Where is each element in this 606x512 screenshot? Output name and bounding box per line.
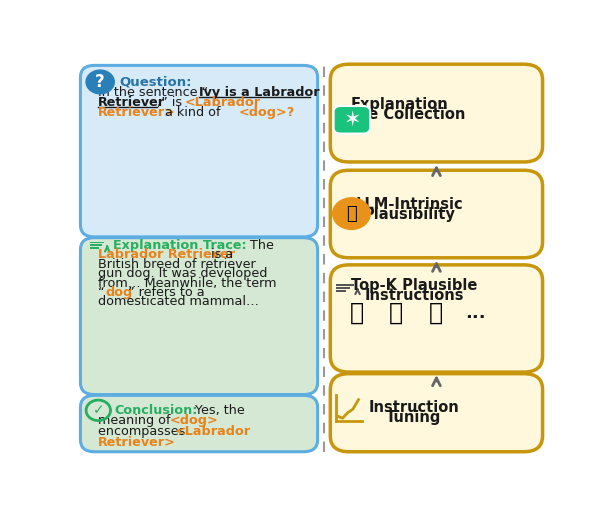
Text: <Labrador: <Labrador xyxy=(175,425,250,438)
Bar xyxy=(90,244,102,246)
Text: Plausibility: Plausibility xyxy=(363,207,455,222)
Text: dog: dog xyxy=(106,286,133,299)
FancyBboxPatch shape xyxy=(81,395,318,452)
Text: 🦙: 🦙 xyxy=(346,205,357,223)
Bar xyxy=(336,290,346,292)
Text: a kind of: a kind of xyxy=(161,106,225,119)
Text: Instructions: Instructions xyxy=(364,288,464,303)
Bar xyxy=(90,242,104,243)
Text: domesticated mammal…: domesticated mammal… xyxy=(98,295,259,308)
Text: from… Meanwhile, the term: from… Meanwhile, the term xyxy=(98,276,277,289)
Text: Retriever: Retriever xyxy=(98,96,165,110)
Text: Explanation: Explanation xyxy=(351,97,448,112)
Text: Question:: Question: xyxy=(119,75,191,89)
FancyBboxPatch shape xyxy=(330,374,542,452)
FancyBboxPatch shape xyxy=(81,66,318,237)
Text: In the sentence “: In the sentence “ xyxy=(98,87,208,99)
Text: <Labrador: <Labrador xyxy=(185,96,261,110)
Text: Trace Collection: Trace Collection xyxy=(334,107,465,122)
Text: ?: ? xyxy=(95,73,105,91)
Text: ...: ... xyxy=(465,304,485,322)
FancyBboxPatch shape xyxy=(333,106,370,134)
Text: meaning of: meaning of xyxy=(98,415,175,428)
Text: ,” is: ,” is xyxy=(156,96,185,110)
Text: 📋: 📋 xyxy=(428,301,442,325)
Text: gun dog. It was developed: gun dog. It was developed xyxy=(98,267,268,280)
Circle shape xyxy=(333,198,370,229)
Text: ” refers to a: ” refers to a xyxy=(128,286,205,299)
Text: 📋: 📋 xyxy=(389,301,403,325)
Text: Tuning: Tuning xyxy=(386,410,442,425)
Text: Labrador Retriever: Labrador Retriever xyxy=(98,248,235,261)
Text: The: The xyxy=(246,239,274,252)
Text: Conclusion:: Conclusion: xyxy=(115,404,198,417)
Text: <dog>: <dog> xyxy=(170,415,218,428)
Text: ✓: ✓ xyxy=(93,403,104,417)
Text: Yes, the: Yes, the xyxy=(191,404,245,417)
Text: Instruction: Instruction xyxy=(368,400,459,415)
Text: Top-K Plausible: Top-K Plausible xyxy=(351,278,477,293)
Text: Explanation Trace:: Explanation Trace: xyxy=(113,239,247,252)
Text: ✶: ✶ xyxy=(343,110,361,130)
Text: Retriever>: Retriever> xyxy=(98,106,176,119)
Bar xyxy=(336,287,350,289)
Text: Ivy is a Labrador: Ivy is a Labrador xyxy=(199,87,319,99)
Text: encompasses: encompasses xyxy=(98,425,190,438)
Text: is a: is a xyxy=(207,248,233,261)
Circle shape xyxy=(86,70,115,94)
Text: “: “ xyxy=(98,286,105,299)
Text: British breed of retriever: British breed of retriever xyxy=(98,258,256,270)
FancyBboxPatch shape xyxy=(330,64,542,162)
Text: Retriever>: Retriever> xyxy=(98,436,176,449)
FancyBboxPatch shape xyxy=(330,170,542,258)
Text: 📋: 📋 xyxy=(350,301,364,325)
FancyBboxPatch shape xyxy=(330,265,542,372)
Bar xyxy=(336,284,354,286)
FancyBboxPatch shape xyxy=(81,238,318,395)
Bar xyxy=(90,247,99,249)
Text: <dog>?: <dog>? xyxy=(239,106,295,119)
Text: LLM-Intrinsic: LLM-Intrinsic xyxy=(355,197,463,211)
